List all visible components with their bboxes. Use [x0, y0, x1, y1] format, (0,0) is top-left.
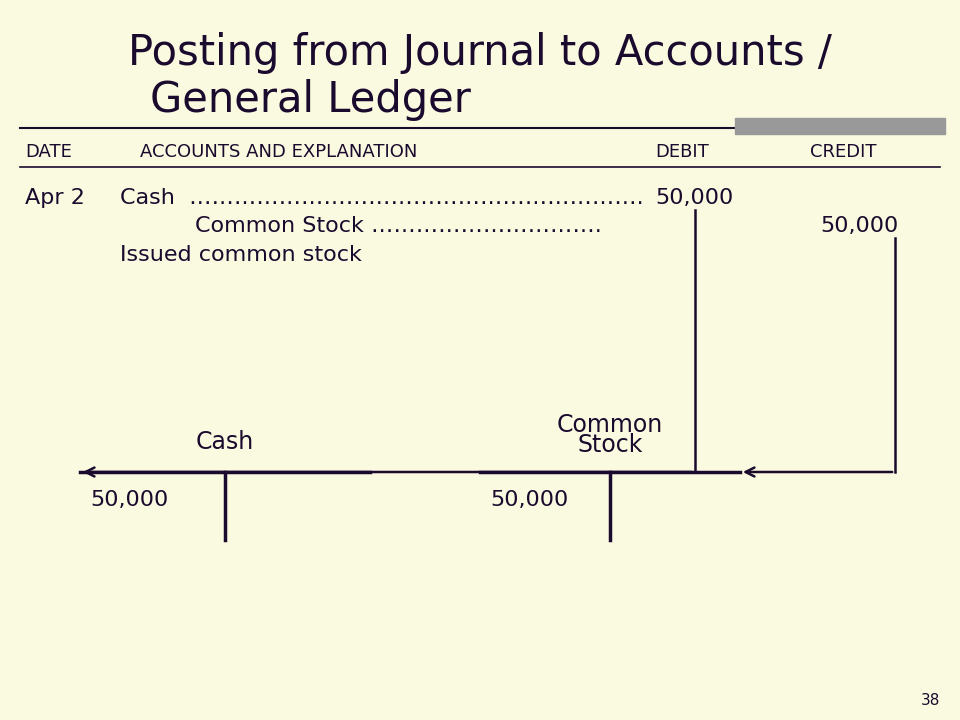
Bar: [735, 118, 945, 134]
Text: 50,000: 50,000: [490, 490, 568, 510]
Text: Stock: Stock: [577, 433, 642, 457]
Text: Issued common stock: Issued common stock: [120, 245, 362, 265]
Text: 50,000: 50,000: [820, 216, 899, 236]
Text: Apr 2: Apr 2: [25, 188, 84, 208]
Text: ACCOUNTS AND EXPLANATION: ACCOUNTS AND EXPLANATION: [140, 143, 418, 161]
Text: Common: Common: [557, 413, 663, 437]
Text: Common Stock ………………………….: Common Stock ………………………….: [195, 216, 602, 236]
Text: Cash  …………………………………………………….: Cash …………………………………………………….: [120, 188, 643, 208]
Text: 38: 38: [921, 693, 940, 708]
Text: 50,000: 50,000: [655, 188, 733, 208]
Text: 50,000: 50,000: [90, 490, 168, 510]
Text: General Ledger: General Ledger: [150, 79, 470, 121]
Text: Cash: Cash: [196, 430, 254, 454]
Text: DATE: DATE: [25, 143, 72, 161]
Text: CREDIT: CREDIT: [810, 143, 876, 161]
Text: DEBIT: DEBIT: [655, 143, 708, 161]
Text: Posting from Journal to Accounts /: Posting from Journal to Accounts /: [128, 32, 832, 74]
